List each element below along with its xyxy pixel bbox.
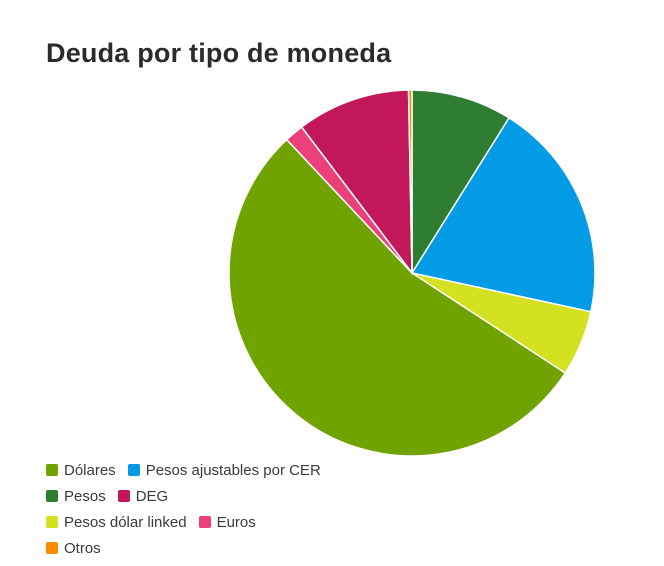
legend-item[interactable]: Pesos ajustables por CER — [127, 461, 321, 479]
legend-label: Otros — [64, 539, 101, 557]
legend-label: Pesos dólar linked — [64, 513, 187, 531]
legend: Dólares Pesos ajustables por CER Pesos DEG P… — [46, 457, 406, 561]
legend-row: Pesos DEG — [46, 483, 406, 509]
legend-swatch — [117, 490, 130, 502]
legend-item[interactable]: Euros — [198, 513, 256, 531]
legend-swatch — [127, 464, 140, 476]
legend-swatch — [46, 490, 58, 502]
legend-swatch — [46, 542, 58, 554]
legend-item[interactable]: Pesos dólar linked — [46, 514, 187, 531]
legend-swatch — [198, 516, 211, 528]
legend-row: Dólares Pesos ajustables por CER — [46, 457, 406, 483]
legend-swatch — [46, 464, 58, 476]
legend-swatch — [46, 516, 58, 528]
legend-item[interactable]: Pesos — [46, 488, 106, 505]
pie-slice-dólares[interactable] — [228, 138, 567, 457]
pie-slice-pesos[interactable] — [411, 89, 511, 276]
legend-item[interactable]: Otros — [46, 540, 101, 557]
pie-slice-deg[interactable] — [300, 89, 413, 276]
chart-title: Deuda por tipo de moneda — [46, 38, 392, 68]
legend-label: Euros — [216, 513, 256, 531]
legend-row: Otros — [46, 535, 406, 561]
pie-slices — [228, 89, 596, 457]
legend-label: Pesos ajustables por CER — [145, 461, 321, 479]
pie-slice-otros[interactable] — [407, 89, 413, 274]
legend-label: Pesos — [64, 487, 106, 505]
legend-item[interactable]: Dólares — [46, 462, 116, 479]
legend-item[interactable]: DEG — [117, 487, 169, 505]
legend-row: Pesos dólar linked Euros — [46, 509, 406, 535]
legend-label: Dólares — [64, 461, 116, 479]
pie-slice-pesos-ajustables-por-cer[interactable] — [410, 116, 596, 313]
legend-label: DEG — [135, 487, 169, 505]
